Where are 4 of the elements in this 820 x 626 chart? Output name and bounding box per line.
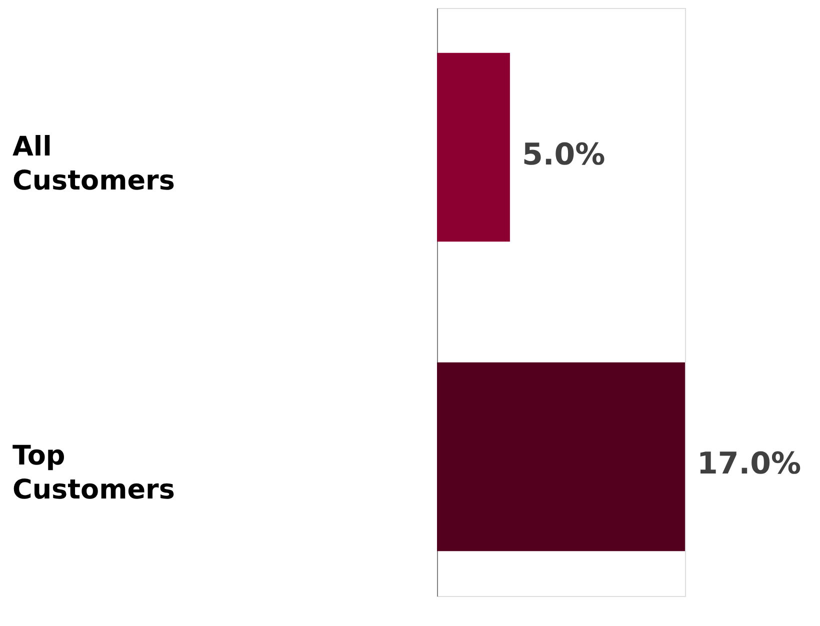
y-tick-label: All Customers (12, 131, 175, 196)
y-tick-label: Top Customers (12, 440, 175, 506)
data-label: 5.0% (522, 137, 606, 172)
data-label: 17.0% (697, 446, 802, 482)
